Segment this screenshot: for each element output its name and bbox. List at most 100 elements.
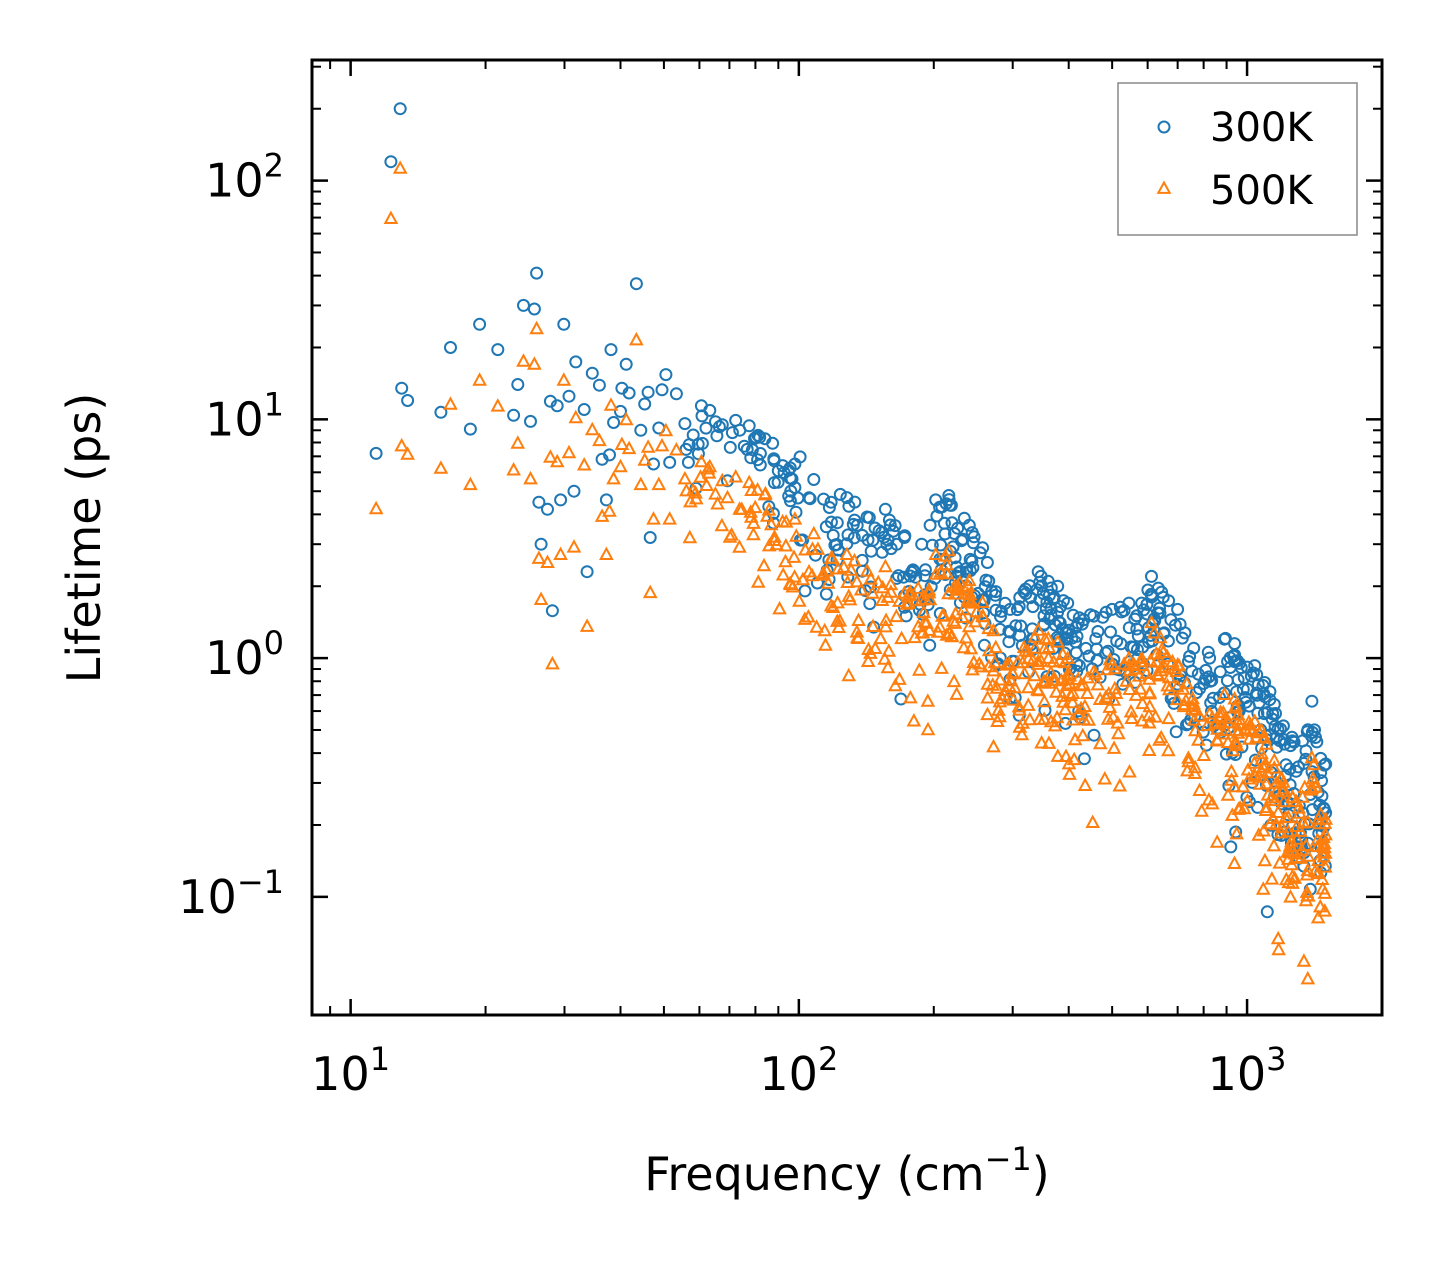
data-point-500k <box>1079 685 1095 699</box>
data-point-500k <box>1310 909 1326 924</box>
data-point-300k <box>1026 600 1040 614</box>
data-point-500k <box>788 528 804 542</box>
data-point-500k <box>975 608 991 623</box>
data-point-500k <box>921 582 937 596</box>
data-point-500k <box>1260 764 1275 779</box>
data-point-300k <box>1315 789 1329 803</box>
data-point-300k <box>1299 752 1313 766</box>
data-point-500k <box>688 490 704 505</box>
data-point-500k <box>599 546 614 560</box>
data-point-300k <box>1054 600 1068 614</box>
data-point-500k <box>1106 740 1122 754</box>
data-point-500k <box>1041 639 1057 653</box>
data-point-500k <box>553 546 568 560</box>
data-point-500k <box>1062 675 1078 690</box>
data-point-300k <box>898 529 912 543</box>
data-point-300k <box>847 531 861 545</box>
data-point-500k <box>728 469 744 483</box>
data-point-300k <box>751 428 765 442</box>
data-point-500k <box>1043 664 1059 679</box>
data-point-500k <box>549 453 565 468</box>
data-point-500k <box>682 529 698 544</box>
data-point-500k <box>1191 732 1206 746</box>
data-point-500k <box>1184 701 1200 715</box>
data-point-500k <box>1085 814 1101 828</box>
data-point-500k <box>1047 717 1063 732</box>
data-point-500k <box>1291 800 1307 814</box>
legend-marker-500k <box>1156 180 1172 194</box>
data-point-500k <box>962 594 978 608</box>
data-point-500k <box>1318 826 1333 841</box>
data-point-500k <box>618 411 634 426</box>
data-point-300k <box>599 493 613 507</box>
data-point-300k <box>883 518 897 532</box>
y-axis-title: Lifetime (ps) <box>57 393 111 684</box>
data-point-500k <box>928 546 944 560</box>
data-point-300k <box>942 493 956 507</box>
data-point-500k <box>966 654 982 668</box>
legend: 300K 500K <box>1117 82 1358 236</box>
data-point-300k <box>1219 747 1233 761</box>
data-point-300k <box>507 408 521 422</box>
data-point-300k <box>1044 608 1058 622</box>
data-point-500k <box>867 640 883 654</box>
data-point-300k <box>737 439 751 453</box>
data-point-500k <box>1122 764 1137 778</box>
data-point-300k <box>988 588 1002 602</box>
data-point-500k <box>880 589 896 603</box>
data-point-500k <box>786 549 802 563</box>
data-point-500k <box>1041 735 1057 749</box>
data-point-300k <box>629 277 643 291</box>
data-point-300k <box>831 543 845 557</box>
data-point-500k <box>1007 679 1023 694</box>
data-point-500k <box>1289 849 1305 863</box>
data-point-500k <box>1317 859 1333 873</box>
data-point-500k <box>1204 795 1220 810</box>
data-point-300k <box>785 472 799 486</box>
data-point-500k <box>1037 640 1052 655</box>
data-point-300k <box>1224 840 1238 854</box>
data-point-500k <box>531 550 547 564</box>
data-point-300k <box>925 538 939 552</box>
data-point-500k <box>1100 711 1116 725</box>
data-point-300k <box>1128 612 1142 626</box>
data-point-500k <box>533 591 549 605</box>
data-point-500k <box>1050 634 1066 648</box>
data-point-300k <box>966 536 980 550</box>
data-point-500k <box>1015 654 1031 669</box>
data-point-300k <box>1201 645 1215 659</box>
data-point-500k <box>935 608 950 622</box>
data-point-500k <box>1159 648 1175 663</box>
data-point-500k <box>1196 747 1212 761</box>
data-point-500k <box>1218 722 1234 737</box>
data-point-300k <box>1146 634 1159 648</box>
data-point-500k <box>1021 697 1036 711</box>
data-point-500k <box>1310 865 1326 880</box>
data-point-500k <box>1256 823 1271 837</box>
data-point-300k <box>977 592 991 606</box>
data-point-500k <box>815 567 831 581</box>
data-point-500k <box>888 677 903 692</box>
data-point-500k <box>877 651 892 665</box>
data-point-500k <box>1259 736 1274 750</box>
data-point-500k <box>947 586 963 600</box>
data-point-500k <box>980 690 995 704</box>
data-point-500k <box>561 444 577 459</box>
data-point-500k <box>629 331 644 346</box>
data-point-500k <box>1139 665 1154 679</box>
data-point-300k <box>1269 707 1282 720</box>
data-point-500k <box>1289 831 1305 845</box>
y-tick-label: 101 <box>205 385 284 446</box>
data-point-500k <box>782 575 798 590</box>
data-point-500k <box>1031 682 1046 697</box>
data-point-500k <box>746 526 761 541</box>
data-point-300k <box>957 511 971 525</box>
data-point-500k <box>809 619 824 633</box>
data-point-500k <box>750 574 766 588</box>
data-point-500k <box>1312 898 1328 913</box>
data-point-500k <box>1298 892 1314 907</box>
data-point-500k <box>383 210 399 224</box>
data-point-300k <box>966 561 980 575</box>
data-point-300k <box>1147 612 1161 626</box>
data-point-300k <box>585 366 599 380</box>
